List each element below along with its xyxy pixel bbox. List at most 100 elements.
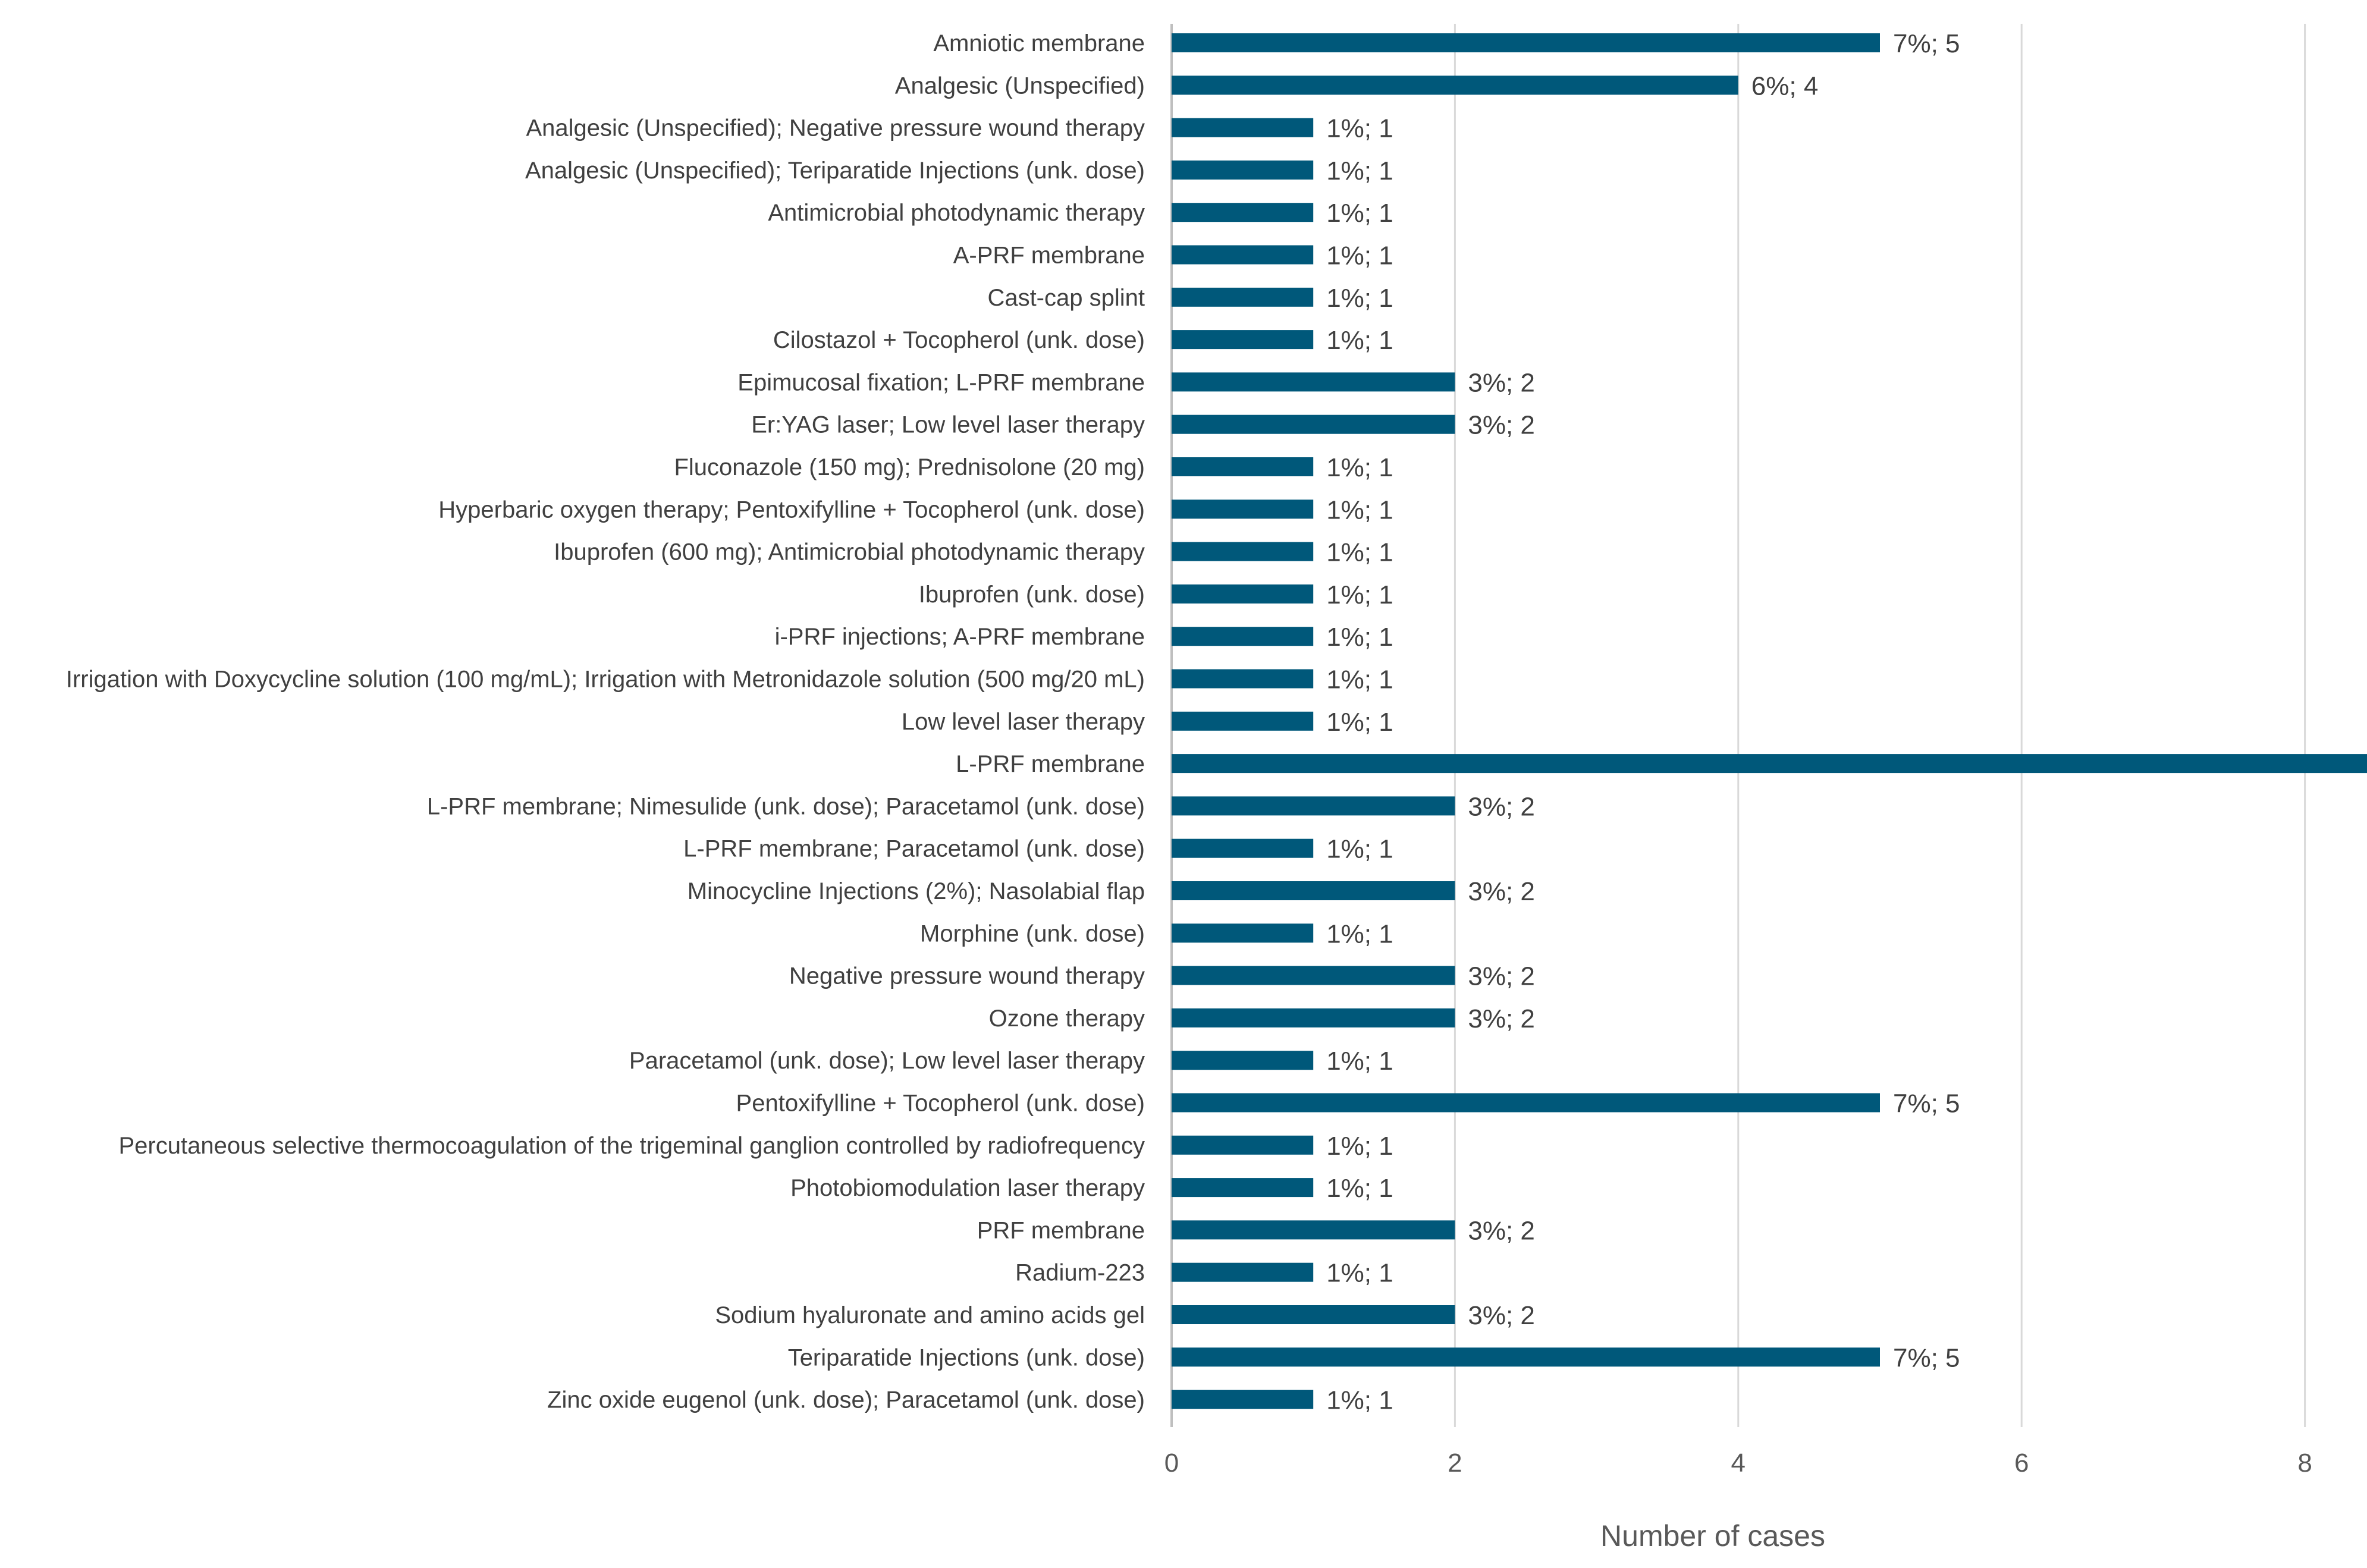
data-label: 3%; 2 [1468, 1004, 1535, 1033]
bar [1172, 796, 1455, 816]
bar [1172, 372, 1455, 392]
category-label: A-PRF membrane [953, 243, 1145, 269]
data-label: 1%; 1 [1326, 241, 1393, 271]
category-label: L-PRF membrane [956, 751, 1145, 777]
category-label: Teriparatide Injections (unk. dose) [788, 1344, 1145, 1371]
category-label: Amniotic membrane [933, 30, 1145, 56]
category-label: Photobiomodulation laser therapy [790, 1175, 1145, 1201]
data-label: 1%; 1 [1326, 1386, 1393, 1415]
data-label: 1%; 1 [1326, 665, 1393, 695]
bar [1172, 76, 1738, 95]
data-label: 7%; 5 [1893, 29, 1960, 58]
category-label: PRF membrane [977, 1217, 1145, 1243]
bar [1172, 542, 1314, 561]
category-label: Negative pressure wound therapy [789, 963, 1145, 989]
category-label: Paracetamol (unk. dose); Low level laser… [629, 1048, 1145, 1074]
bar [1172, 754, 2367, 774]
data-label: 1%; 1 [1326, 114, 1393, 143]
data-label: 1%; 1 [1326, 453, 1393, 482]
data-label: 7%; 5 [1893, 1343, 1960, 1372]
x-tick-label: 8 [2297, 1448, 2312, 1478]
data-label: 1%; 1 [1326, 835, 1393, 864]
bar [1172, 33, 1880, 52]
x-axis-ticks: 0246810121416 [1164, 1448, 2312, 1478]
bar [1172, 1135, 1314, 1155]
category-label: Irrigation with Doxycycline solution (10… [66, 667, 1145, 693]
data-label: 6%; 4 [1751, 71, 1819, 100]
data-label: 1%; 1 [1326, 919, 1393, 948]
bar [1172, 1051, 1314, 1070]
category-label: Analgesic (Unspecified); Teriparatide In… [525, 158, 1145, 184]
data-label: 1%; 1 [1326, 538, 1393, 567]
category-label: Antimicrobial photodynamic therapy [768, 200, 1145, 226]
category-label: Sodium hyaluronate and amino acids gel [715, 1302, 1145, 1328]
category-label: Hyperbaric oxygen therapy; Pentoxifyllin… [438, 497, 1145, 523]
category-label: Analgesic (Unspecified); Negative pressu… [526, 115, 1145, 142]
bar [1172, 923, 1314, 943]
data-label: 3%; 2 [1468, 792, 1535, 821]
category-label: L-PRF membrane; Paracetamol (unk. dose) [683, 836, 1145, 862]
bar [1172, 711, 1314, 731]
bar [1172, 160, 1314, 180]
data-label: 1%; 1 [1326, 156, 1393, 186]
category-label: L-PRF membrane; Nimesulide (unk. dose); … [427, 793, 1145, 819]
bar [1172, 203, 1314, 222]
bar [1172, 499, 1314, 519]
bar [1172, 118, 1314, 137]
bar [1172, 330, 1314, 350]
x-tick-label: 4 [1731, 1448, 1746, 1478]
data-label: 1%; 1 [1326, 284, 1393, 313]
category-label: Ozone therapy [989, 1005, 1145, 1032]
data-label: 3%; 2 [1468, 411, 1535, 440]
x-tick-label: 0 [1164, 1448, 1179, 1478]
bar [1172, 414, 1455, 434]
data-label: 1%; 1 [1326, 580, 1393, 609]
data-label: 1%; 1 [1326, 326, 1393, 355]
category-label: Percutaneous selective thermocoagulation… [119, 1133, 1145, 1159]
bar [1172, 1305, 1455, 1324]
data-label: 1%; 1 [1326, 1174, 1393, 1203]
category-label: Morphine (unk. dose) [920, 920, 1145, 947]
data-label: 3%; 2 [1468, 368, 1535, 397]
bar [1172, 457, 1314, 476]
bar [1172, 287, 1314, 307]
bar [1172, 669, 1314, 689]
category-label: Pentoxifylline + Tocopherol (unk. dose) [736, 1091, 1145, 1117]
category-label: Cilostazol + Tocopherol (unk. dose) [773, 327, 1145, 353]
data-label: 3%; 2 [1468, 1301, 1535, 1330]
bar [1172, 1093, 1880, 1113]
category-label: Fluconazole (150 mg); Prednisolone (20 m… [674, 454, 1145, 480]
data-label: 1%; 1 [1326, 1259, 1393, 1288]
bar [1172, 584, 1314, 604]
category-label: Er:YAG laser; Low level laser therapy [751, 412, 1145, 438]
data-label: 3%; 2 [1468, 877, 1535, 906]
data-label: 1%; 1 [1326, 1132, 1393, 1161]
bar [1172, 881, 1455, 900]
data-label: 1%; 1 [1326, 199, 1393, 228]
bar [1172, 1220, 1455, 1240]
bar [1172, 1178, 1314, 1198]
category-label: Radium-223 [1015, 1260, 1145, 1286]
data-label: 1%; 1 [1326, 708, 1393, 737]
category-labels: Amniotic membrane Analgesic (Unspecified)… [66, 30, 1145, 1413]
bar [1172, 627, 1314, 646]
bar [1172, 245, 1314, 265]
data-label: 3%; 2 [1468, 1216, 1535, 1245]
category-label: i-PRF injections; A-PRF membrane [775, 624, 1145, 650]
category-label: Epimucosal fixation; L-PRF membrane [737, 369, 1145, 395]
category-label: Low level laser therapy [902, 709, 1145, 735]
bar [1172, 1347, 1880, 1367]
bar [1172, 838, 1314, 858]
category-label: Ibuprofen (600 mg); Antimicrobial photod… [554, 539, 1145, 565]
category-label: Minocycline Injections (2%); Nasolabial … [688, 878, 1145, 904]
bar [1172, 966, 1455, 985]
category-label: Cast-cap splint [987, 285, 1145, 311]
bar [1172, 1390, 1314, 1409]
category-label: Analgesic (Unspecified) [895, 73, 1145, 99]
bar [1172, 1262, 1314, 1282]
bars [1172, 33, 2367, 1409]
x-tick-label: 6 [2014, 1448, 2029, 1478]
data-label: 3%; 2 [1468, 962, 1535, 991]
